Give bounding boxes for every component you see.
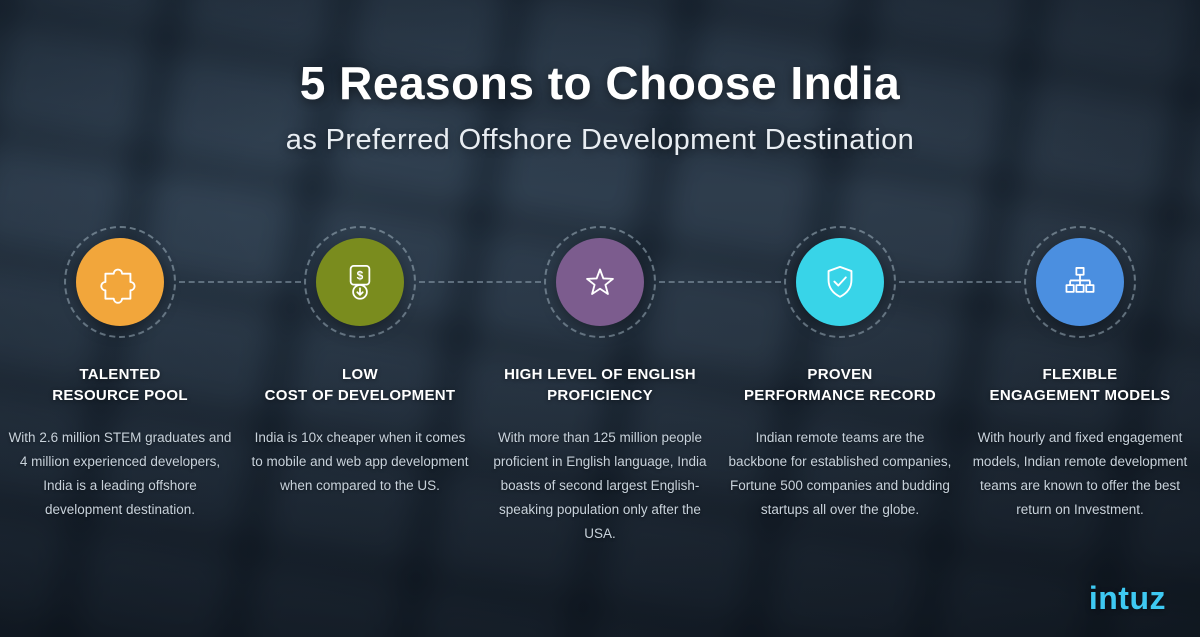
reason-card-low-cost: $ LOW COST OF DEVELOPMENT India is 10x c…	[240, 226, 480, 546]
reason-title-line1: PROVEN	[807, 366, 873, 383]
dashed-connector	[419, 281, 541, 283]
reason-title-line2: PERFORMANCE RECORD	[743, 387, 937, 404]
reasons-row: TALENTED RESOURCE POOL With 2.6 million …	[0, 226, 1200, 546]
reason-title: LOW COST OF DEVELOPMENT	[265, 364, 456, 406]
svg-text:$: $	[357, 269, 364, 283]
reason-description: India is 10x cheaper when it comes to mo…	[251, 430, 469, 494]
dashed-connector	[179, 281, 301, 283]
icon-badge	[76, 238, 164, 326]
reason-card-talented-resource-pool: TALENTED RESOURCE POOL With 2.6 million …	[0, 226, 240, 546]
reason-title-line1: TALENTED	[79, 366, 161, 383]
reason-description: With hourly and fixed engagement models,…	[972, 430, 1188, 518]
shield-check-icon	[827, 265, 853, 298]
star-icon	[586, 268, 614, 295]
reason-card-engagement-models: FLEXIBLE ENGAGEMENT MODELS With hourly a…	[960, 226, 1200, 546]
icon-badge	[796, 238, 884, 326]
icon-ring	[544, 226, 656, 338]
reason-description: With 2.6 million STEM graduates and 4 mi…	[8, 430, 232, 518]
reason-title: PROVEN PERFORMANCE RECORD	[744, 364, 936, 406]
org-chart-icon	[1065, 267, 1095, 293]
page-subtitle: as Preferred Offshore Development Destin…	[285, 124, 915, 156]
intuz-logo: intuz	[1088, 580, 1166, 616]
icon-ring	[1024, 226, 1136, 338]
icon-ring: $	[304, 226, 416, 338]
icon-badge: $	[316, 238, 404, 326]
icon-ring	[64, 226, 176, 338]
reason-title: FLEXIBLE ENGAGEMENT MODELS	[990, 364, 1171, 406]
reason-title: HIGH LEVEL OF ENGLISH PROFICIENCY	[504, 364, 696, 406]
page-title: 5 Reasons to Choose India	[299, 57, 901, 109]
dashed-connector	[899, 281, 1021, 283]
reason-card-english-proficiency: HIGH LEVEL OF ENGLISH PROFICIENCY With m…	[480, 226, 720, 546]
reason-title-line2: PROFICIENCY	[547, 387, 653, 404]
reason-description: Indian remote teams are the backbone for…	[728, 430, 952, 518]
dashed-connector	[659, 281, 781, 283]
dollar-download-icon: $	[349, 264, 371, 300]
icon-badge	[556, 238, 644, 326]
header: 5 Reasons to Choose India as Preferred O…	[0, 56, 1200, 157]
reason-title: TALENTED RESOURCE POOL	[52, 364, 188, 406]
reason-title-line1: HIGH LEVEL OF ENGLISH	[504, 366, 696, 383]
reason-description: With more than 125 million people profic…	[493, 430, 707, 542]
puzzle-icon	[100, 268, 136, 304]
icon-badge	[1036, 238, 1124, 326]
reason-title-line1: FLEXIBLE	[1042, 366, 1118, 383]
icon-ring	[784, 226, 896, 338]
reason-title-line2: RESOURCE POOL	[52, 387, 188, 404]
reason-title-line1: LOW	[342, 366, 378, 383]
reason-title-line2: ENGAGEMENT MODELS	[989, 387, 1171, 404]
reason-card-performance-record: PROVEN PERFORMANCE RECORD Indian remote …	[720, 226, 960, 546]
reason-title-line2: COST OF DEVELOPMENT	[264, 387, 456, 404]
